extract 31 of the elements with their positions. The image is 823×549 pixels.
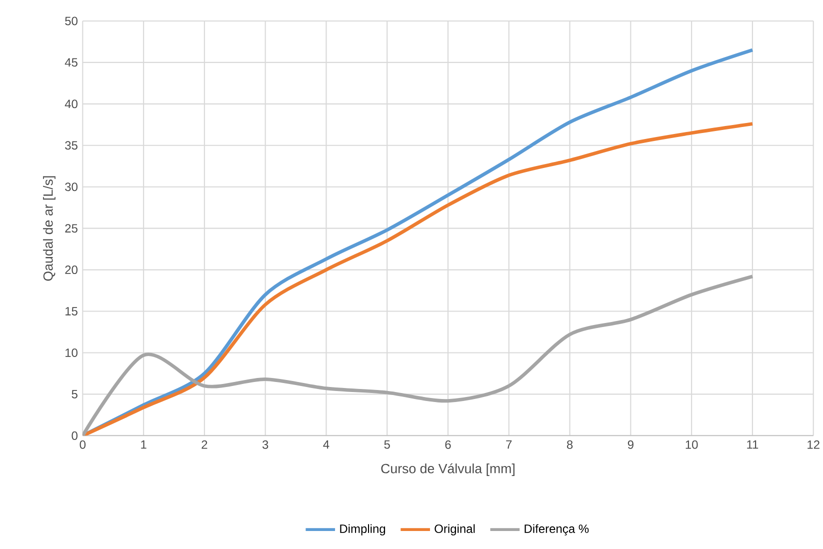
x-tick-label: 4 [323, 440, 330, 449]
line-series [82, 274, 754, 436]
x-tick-label: 7 [506, 440, 512, 449]
x-tick-label: 3 [262, 440, 268, 449]
y-tick-label: 45 [64, 58, 78, 67]
y-tick-label: 35 [65, 141, 78, 150]
x-tick-label: 12 [808, 440, 820, 449]
x-tick-label: 2 [202, 440, 208, 449]
legend-label: Diferença % [524, 524, 589, 536]
x-tick-label: 1 [141, 440, 146, 449]
y-tick-label: 25 [65, 224, 78, 233]
x-axis-title: Curso de Válvula [mm] [381, 463, 514, 476]
y-tick-label: 0 [72, 431, 78, 440]
x-tick-label: 11 [747, 440, 758, 449]
y-tick-label: 50 [65, 16, 78, 26]
y-tick-label: 15 [66, 307, 78, 316]
legend-label: Dimpling [340, 524, 386, 536]
x-tick-label: 5 [384, 440, 390, 449]
y-tick-label: 10 [66, 348, 78, 357]
y-tick-label: 40 [64, 100, 78, 108]
x-tick-label: 0 [80, 440, 86, 449]
x-tick-label: 6 [445, 440, 451, 449]
y-axis-title: Qaudal de ar [L/s] [43, 176, 56, 281]
y-tick-label: 30 [65, 182, 78, 192]
y-tick-label: 20 [65, 266, 78, 274]
legend-label: Original [434, 524, 475, 536]
line-series [82, 122, 754, 436]
x-tick-label: 10 [686, 440, 698, 449]
x-tick-label: 8 [566, 440, 573, 449]
y-tick-label: 5 [72, 390, 78, 398]
x-tick-label: 9 [628, 440, 634, 449]
